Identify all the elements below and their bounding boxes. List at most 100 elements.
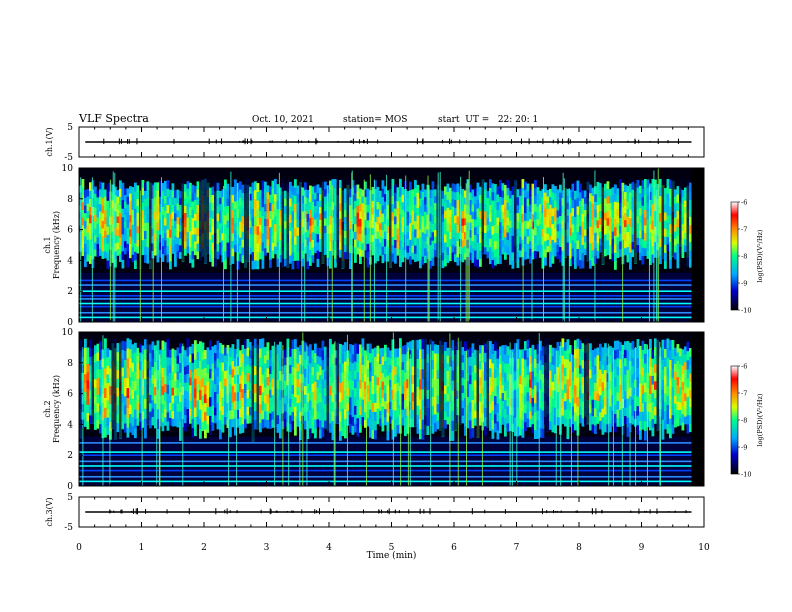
spectrogram-cell (484, 189, 487, 198)
spectrogram-cell (144, 238, 147, 247)
spectrogram-cell (196, 367, 200, 377)
spectrogram-cell (224, 197, 227, 207)
spectrogram-cell (556, 350, 560, 359)
spectrogram-cell (674, 411, 677, 420)
spectrogram-cell (254, 216, 257, 226)
spectrogram-cell (571, 389, 575, 399)
spectrogram-cell (636, 180, 640, 188)
spectrogram-cell (499, 363, 502, 373)
spectrogram-cell (596, 347, 600, 356)
spectrogram-cell (424, 211, 427, 220)
spectrogram-cell (354, 414, 357, 424)
spectrogram-cell (211, 413, 215, 423)
spectrogram-cell (319, 219, 322, 227)
spectrogram-cell (164, 417, 167, 426)
spectrogram-cell (311, 416, 315, 426)
spectrogram-cell (374, 213, 377, 223)
spectrogram-cell (476, 225, 480, 235)
spectrogram-cell (501, 232, 505, 241)
spectrogram-cell (526, 213, 530, 222)
spectrogram-cell (314, 239, 317, 247)
spectrogram-cell (184, 241, 187, 249)
spectrogram-cell (279, 341, 282, 352)
spectrogram-cell (154, 361, 157, 371)
spectrogram-cell (329, 357, 332, 368)
spectrogram-cell (536, 232, 540, 239)
spectrogram-cell (296, 193, 300, 203)
spectrogram-cell (189, 238, 192, 248)
spectrogram-cell (511, 423, 515, 433)
spectrogram-cell (389, 401, 392, 410)
spectrogram-cell (184, 414, 187, 424)
spectrogram-cell (496, 367, 500, 377)
spectrogram-cell (664, 244, 667, 253)
spectrogram-cell (379, 402, 382, 411)
spectrogram-cell (664, 339, 667, 349)
spectrogram-cell (689, 182, 692, 192)
spectrogram-cell (134, 199, 137, 209)
spectrogram-cell (569, 189, 572, 198)
spectrogram-cell (184, 234, 187, 242)
spectrogram-cell (324, 412, 327, 421)
spectrogram-cell (594, 408, 597, 417)
spectrogram-gap (326, 338, 330, 440)
spectrogram-cell (644, 186, 647, 195)
spectrogram-cell (539, 379, 542, 390)
spectrogram-cell (146, 246, 150, 256)
spectrogram-cell (556, 408, 560, 418)
spectrogram-gap (346, 178, 350, 259)
spectrogram-cell (419, 236, 422, 246)
spectrogram-cell (674, 371, 677, 380)
spectrogram-cell (576, 240, 580, 249)
spectrogram-cell (116, 196, 120, 204)
spectrogram-cell (289, 373, 292, 382)
spectrogram-cell (539, 408, 542, 419)
spectrogram-cell (644, 363, 647, 374)
spectrogram-cell (629, 217, 632, 227)
spectrogram-cell (506, 217, 510, 226)
spectrogram-cell (486, 237, 490, 245)
spectrogram-cell (216, 402, 220, 412)
spectrogram-cell (119, 196, 122, 206)
spectrogram-cell (594, 348, 597, 358)
spectrogram-cell (596, 408, 600, 417)
spectrogram-cell (624, 240, 627, 249)
spectrogram-cell (144, 428, 147, 439)
spectrogram-cell (591, 374, 595, 384)
spectrogram-cell (256, 208, 260, 218)
spectrogram-cell (364, 396, 367, 405)
spectrogram-cell (589, 251, 592, 261)
spectrogram-cell (381, 229, 385, 239)
spectrogram-cell (241, 215, 245, 225)
spectrogram-cell (331, 240, 335, 249)
spectrogram-cell (669, 215, 672, 225)
spectrogram-cell (286, 421, 290, 432)
spectrogram-cell (569, 243, 572, 251)
spectrogram-cell (581, 409, 585, 419)
spectrogram-cell (521, 402, 525, 412)
spectrogram-cell (406, 197, 410, 205)
spectrogram-cell (334, 196, 337, 206)
spectrogram-cell (489, 385, 492, 396)
spectrogram-cell (309, 418, 312, 429)
spectrogram-cell (154, 345, 157, 354)
spectrogram-cell (369, 427, 372, 438)
spectrogram-cell (509, 205, 512, 214)
spectrogram-cell (591, 195, 595, 204)
spectrogram-cell (479, 361, 482, 370)
spectrogram-cell (371, 402, 375, 412)
spectrogram-cell (154, 218, 157, 227)
spectrogram-cell (684, 206, 687, 214)
spectrogram-cell (479, 369, 482, 378)
spectrogram-cell (676, 352, 680, 361)
spectrogram-cell (371, 393, 375, 403)
spectrogram-cell (274, 246, 277, 255)
spectrogram-cell (289, 389, 292, 399)
spectrogram-cell (231, 377, 235, 386)
spectrogram-cell (291, 384, 295, 394)
spectrogram-cell (276, 379, 280, 389)
spectrogram-cell (454, 199, 457, 208)
spectrogram-cell (116, 351, 120, 362)
spectrogram-cell (174, 395, 177, 404)
spectrogram-cell (209, 425, 212, 435)
